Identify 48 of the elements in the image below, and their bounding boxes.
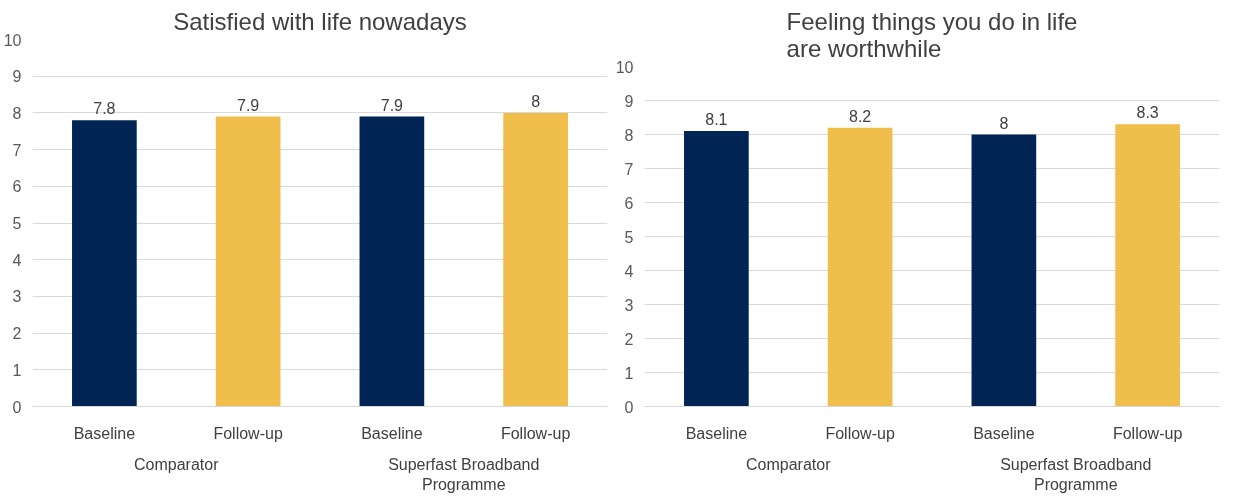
y-tick-label: 8	[624, 126, 634, 144]
y-tick-label: 3	[624, 296, 634, 314]
bar	[684, 131, 749, 407]
x-tick-label: Follow-up	[825, 424, 895, 442]
data-label: 8.1	[705, 111, 728, 129]
data-label: 8	[999, 114, 1009, 132]
x-tick-label: Follow-up	[213, 424, 283, 442]
y-tick-label: 7	[12, 141, 22, 159]
bar	[1115, 124, 1180, 407]
text: Comparator	[746, 455, 832, 473]
y-tick-label: 4	[624, 262, 634, 280]
x-tick-label: Baseline	[73, 424, 136, 442]
y-tick-label: 9	[12, 68, 22, 86]
y-tick-label: 8	[12, 104, 22, 122]
y-tick-label: 0	[624, 398, 634, 416]
data-label: 7.8	[93, 100, 116, 118]
y-tick-label: 10	[3, 31, 22, 49]
bar	[971, 134, 1037, 407]
y-tick-label: 2	[624, 330, 634, 348]
y-tick-label: 6	[12, 178, 22, 196]
chart-title: Feeling things you do in life are worthwhile	[786, 7, 1078, 62]
y-tick-label: 9	[624, 92, 634, 110]
y-tick-label: 10	[615, 58, 634, 76]
chart-title: Satisfied with life nowadays	[173, 7, 467, 35]
y-tick-label: 1	[12, 361, 22, 379]
y-tick-label: 7	[624, 160, 634, 178]
y-tick-label: 0	[12, 398, 22, 416]
data-label: 8	[531, 92, 541, 110]
y-tick-label: 2	[12, 325, 22, 343]
x-tick-label: Follow-up	[1112, 424, 1183, 442]
text: Superfast Broadband Programme	[388, 455, 540, 493]
y-tick-label: 1	[624, 364, 634, 382]
x-tick-label: Baseline	[685, 424, 748, 442]
x-tick-label: Follow-up	[500, 424, 571, 442]
bar	[827, 127, 893, 407]
x-tick-label: Baseline	[361, 424, 423, 442]
y-tick-label: 4	[12, 251, 22, 269]
text: Superfast Broadband Programme	[1000, 455, 1152, 493]
y-tick-label: 5	[624, 228, 634, 246]
data-label: 8.3	[1136, 104, 1159, 122]
y-tick-label: 6	[624, 194, 634, 212]
y-tick-label: 3	[12, 288, 22, 306]
y-tick-label: 5	[12, 215, 22, 232]
data-label: 8.2	[849, 107, 872, 125]
data-label: 7.9	[237, 96, 260, 114]
x-tick-label: Baseline	[973, 424, 1035, 442]
text: Comparator	[134, 455, 220, 473]
data-label: 7.9	[380, 96, 404, 114]
